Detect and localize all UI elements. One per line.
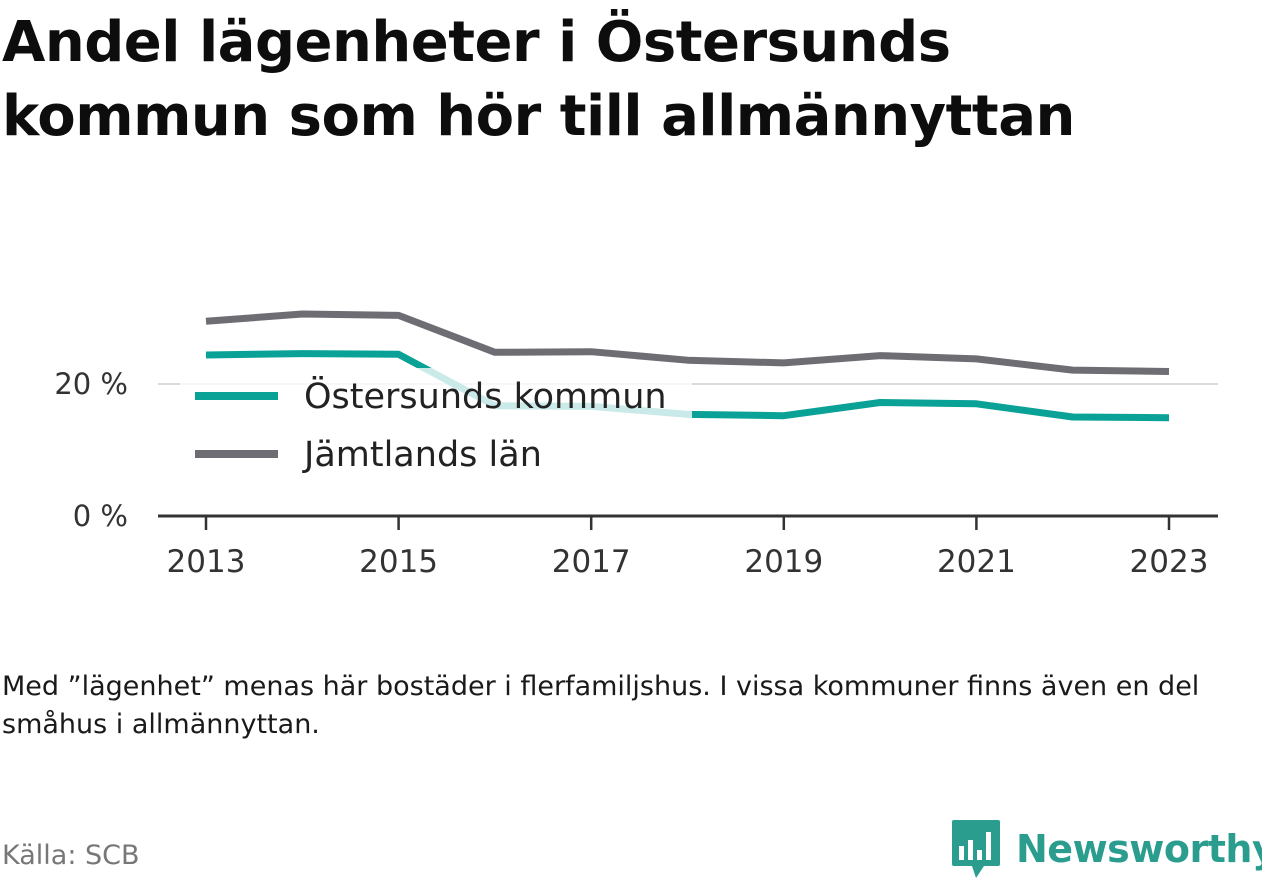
brand-logo: Newsworthy [950, 818, 1262, 880]
x-tick-label: 2015 [359, 544, 438, 580]
legend-label: Östersunds kommun [304, 375, 667, 417]
x-tick-label: 2013 [167, 544, 246, 580]
chart-note: Med ”lägenhet” menas här bostäder i fler… [2, 671, 1200, 740]
source-label: Källa: SCB [2, 840, 140, 871]
legend-label: Jämtlands län [302, 435, 542, 475]
x-tick-label: 2023 [1130, 544, 1209, 580]
x-tick-label: 2021 [937, 544, 1016, 580]
legend-background [180, 368, 692, 478]
chart-title: Andel lägenheter i Östersunds kommun som… [2, 6, 1252, 154]
line-chart: 0 % 20 % 2013 2015 2017 2019 2021 2023 Östersund… [54, 310, 1218, 580]
y-tick-label: 0 % [73, 499, 128, 533]
newsworthy-logo-icon [952, 820, 1000, 878]
title-line-1: Andel lägenheter i Östersunds [2, 10, 951, 75]
brand-name: Newsworthy [1016, 827, 1262, 871]
title-line-2: kommun som hör till allmännyttan [2, 84, 1075, 149]
x-tick-label: 2017 [552, 544, 631, 580]
y-tick-label: 20 % [54, 367, 128, 401]
x-tick-label: 2019 [744, 544, 823, 580]
series-line [205, 310, 1170, 375]
